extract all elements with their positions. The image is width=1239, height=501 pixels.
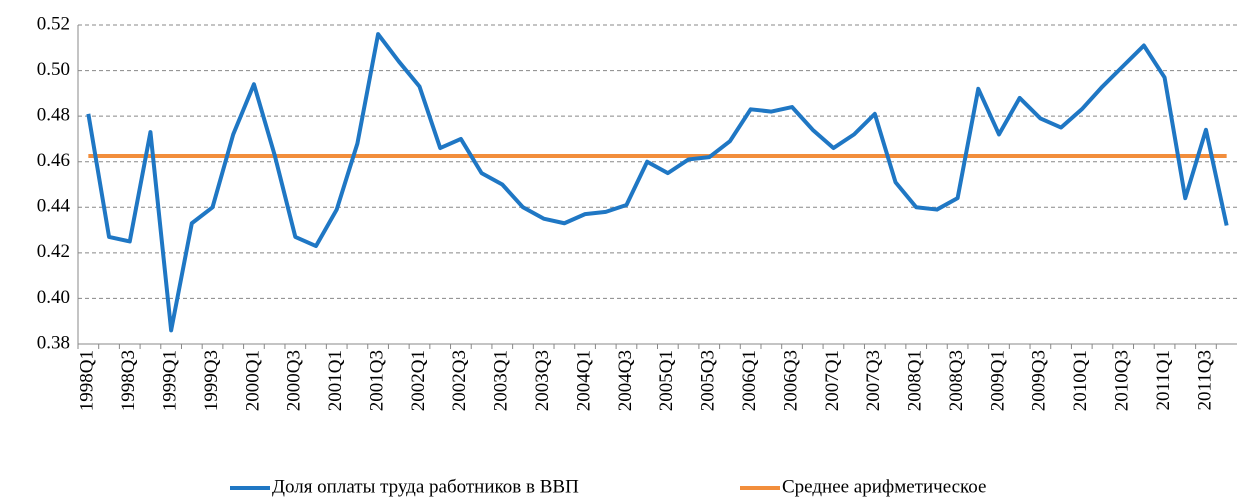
x-tick-label: 2002Q3 xyxy=(449,350,470,411)
x-tick-label: 2001Q1 xyxy=(325,350,346,411)
x-tick-label: 2007Q1 xyxy=(822,350,843,411)
x-tick-label: 1999Q3 xyxy=(201,350,222,411)
x-tick-label: 2010Q1 xyxy=(1070,350,1091,411)
x-tick-label: 2002Q1 xyxy=(408,350,429,411)
x-tick-label: 2009Q3 xyxy=(1029,350,1050,411)
x-tick-label: 2004Q1 xyxy=(573,350,594,411)
x-tick-label: 2005Q1 xyxy=(656,350,677,411)
x-tick-label: 2010Q3 xyxy=(1112,350,1133,411)
x-tick-label: 2003Q3 xyxy=(532,350,553,411)
series-line xyxy=(86,32,1229,333)
x-tick-label: 2003Q1 xyxy=(491,350,512,411)
legend-label: Доля оплаты труда работников в ВВП xyxy=(272,476,579,497)
x-tick-label: 2007Q3 xyxy=(863,350,884,411)
x-tick-label: 2009Q1 xyxy=(987,350,1008,411)
x-tick-label: 1998Q1 xyxy=(77,350,98,411)
y-tick-label: 0.48 xyxy=(37,105,70,126)
y-tick-label: 0.42 xyxy=(37,241,70,262)
x-tick-label: 2000Q1 xyxy=(242,350,263,411)
x-tick-label: 2000Q3 xyxy=(284,350,305,411)
x-tick-label: 2011Q3 xyxy=(1194,350,1215,411)
x-tick-label: 2008Q3 xyxy=(946,350,967,411)
y-tick-label: 0.40 xyxy=(37,287,70,308)
x-tick-label: 2006Q3 xyxy=(780,350,801,411)
x-tick-label: 2005Q3 xyxy=(698,350,719,411)
y-tick-label: 0.44 xyxy=(37,196,71,217)
y-tick-label: 0.38 xyxy=(37,332,70,353)
y-tick-label: 0.52 xyxy=(37,13,70,34)
legend-label: Среднее арифметическое xyxy=(782,476,986,497)
x-tick-label: 2008Q1 xyxy=(905,350,926,411)
y-tick-label: 0.50 xyxy=(37,59,70,80)
x-tick-label: 1998Q3 xyxy=(118,350,139,411)
x-tick-label: 2011Q1 xyxy=(1153,350,1174,411)
x-tick-label: 1999Q1 xyxy=(159,350,180,411)
x-tick-label: 2004Q3 xyxy=(615,350,636,411)
y-tick-label: 0.46 xyxy=(37,150,70,171)
x-tick-label: 2006Q1 xyxy=(739,350,760,411)
x-tick-label: 2001Q3 xyxy=(366,350,387,411)
